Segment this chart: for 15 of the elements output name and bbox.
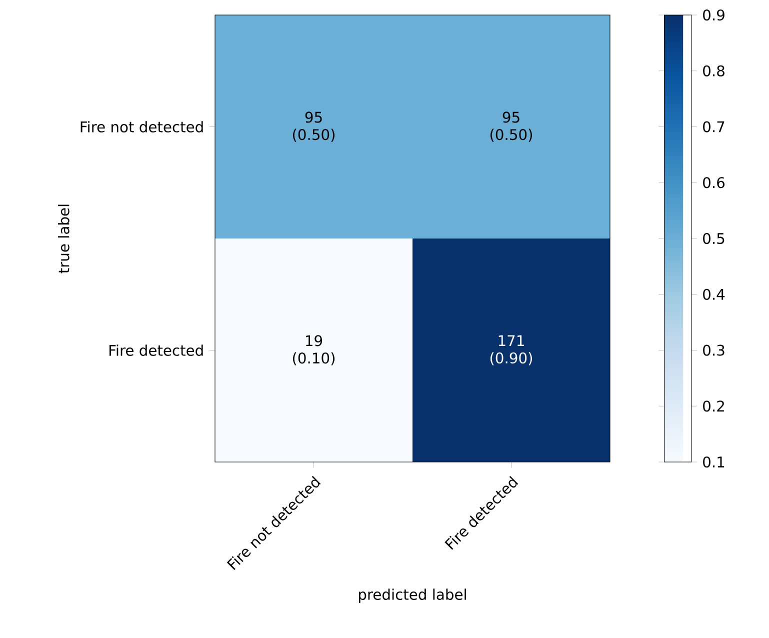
color-bar-label: 0.6: [703, 177, 725, 188]
data-label: 171 (0.90): [490, 335, 532, 366]
color-bar-label: 0.7: [703, 121, 724, 132]
data-label: 95 (0.50): [292, 112, 335, 142]
color-bar-label: 0.2: [703, 400, 724, 412]
color-bar-label: 0.9: [703, 9, 724, 21]
data-label: 19 (0.10): [292, 335, 335, 366]
color-bar-label: 0.4: [703, 288, 725, 300]
y-axis-title: true label: [58, 204, 70, 274]
color-bar-label: 0.8: [703, 65, 724, 76]
color-bar-label: 0.1: [703, 456, 724, 468]
data-label: 95 (0.50): [490, 112, 532, 142]
x-axis-title: predicted label: [358, 588, 466, 603]
color-bar-label: 0.3: [703, 344, 724, 356]
color-bar-label: 0.5: [703, 232, 724, 244]
